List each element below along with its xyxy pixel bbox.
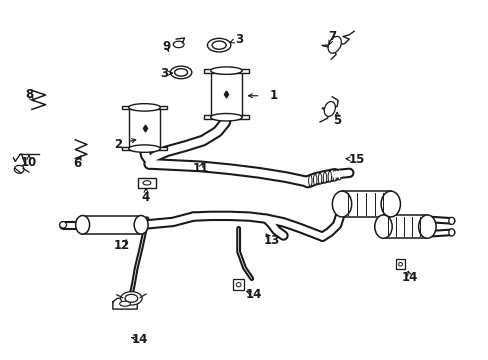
Text: 15: 15 bbox=[348, 153, 364, 166]
Text: 14: 14 bbox=[401, 271, 418, 284]
Ellipse shape bbox=[236, 283, 241, 287]
Text: 8: 8 bbox=[25, 88, 33, 101]
Text: 3: 3 bbox=[235, 32, 243, 46]
Ellipse shape bbox=[120, 301, 130, 306]
Ellipse shape bbox=[332, 170, 336, 181]
FancyBboxPatch shape bbox=[232, 279, 244, 290]
FancyBboxPatch shape bbox=[341, 191, 390, 217]
Text: 4: 4 bbox=[142, 191, 150, 204]
FancyBboxPatch shape bbox=[204, 115, 248, 120]
FancyBboxPatch shape bbox=[210, 71, 242, 117]
Ellipse shape bbox=[212, 41, 226, 49]
Ellipse shape bbox=[380, 191, 400, 217]
FancyBboxPatch shape bbox=[204, 68, 248, 73]
Ellipse shape bbox=[14, 165, 24, 173]
FancyBboxPatch shape bbox=[138, 178, 156, 188]
Text: 3: 3 bbox=[160, 67, 168, 80]
Ellipse shape bbox=[313, 174, 316, 185]
Ellipse shape bbox=[207, 39, 230, 52]
Ellipse shape bbox=[448, 229, 454, 236]
Ellipse shape bbox=[128, 145, 160, 152]
Ellipse shape bbox=[174, 69, 187, 76]
Ellipse shape bbox=[128, 104, 160, 111]
Ellipse shape bbox=[327, 171, 331, 182]
Ellipse shape bbox=[337, 169, 341, 180]
Ellipse shape bbox=[324, 102, 335, 116]
Ellipse shape bbox=[76, 216, 89, 234]
FancyBboxPatch shape bbox=[122, 105, 166, 109]
FancyBboxPatch shape bbox=[122, 147, 166, 150]
Ellipse shape bbox=[448, 217, 454, 225]
Ellipse shape bbox=[170, 66, 191, 79]
Ellipse shape bbox=[318, 173, 321, 184]
Ellipse shape bbox=[398, 262, 402, 266]
Text: 6: 6 bbox=[74, 157, 81, 170]
Ellipse shape bbox=[308, 175, 311, 186]
Ellipse shape bbox=[332, 191, 351, 217]
Text: 9: 9 bbox=[162, 40, 170, 53]
Ellipse shape bbox=[374, 215, 391, 238]
Ellipse shape bbox=[210, 67, 242, 75]
Text: 11: 11 bbox=[192, 162, 208, 175]
Text: 10: 10 bbox=[21, 156, 37, 169]
Ellipse shape bbox=[418, 215, 435, 238]
Text: 12: 12 bbox=[113, 239, 129, 252]
FancyBboxPatch shape bbox=[128, 107, 160, 149]
Text: 14: 14 bbox=[131, 333, 147, 346]
Ellipse shape bbox=[125, 294, 138, 302]
Ellipse shape bbox=[60, 222, 66, 228]
Ellipse shape bbox=[327, 36, 341, 53]
FancyBboxPatch shape bbox=[82, 216, 141, 234]
Text: 5: 5 bbox=[332, 114, 341, 127]
Ellipse shape bbox=[173, 41, 183, 48]
Ellipse shape bbox=[323, 172, 326, 183]
Ellipse shape bbox=[143, 181, 151, 185]
FancyBboxPatch shape bbox=[395, 259, 405, 269]
Ellipse shape bbox=[121, 292, 142, 305]
Text: 1: 1 bbox=[269, 89, 277, 102]
FancyBboxPatch shape bbox=[383, 215, 427, 238]
Ellipse shape bbox=[134, 216, 148, 234]
Text: 14: 14 bbox=[245, 288, 262, 301]
Ellipse shape bbox=[210, 113, 242, 121]
Text: 7: 7 bbox=[327, 30, 336, 43]
Text: 2: 2 bbox=[113, 138, 122, 150]
Text: 13: 13 bbox=[263, 234, 279, 247]
